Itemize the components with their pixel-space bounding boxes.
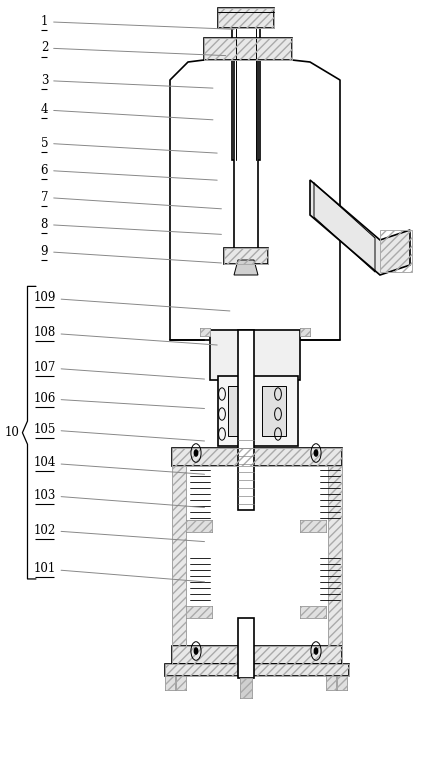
- Bar: [240, 678, 252, 698]
- Text: 3: 3: [41, 74, 213, 88]
- Bar: [218, 8, 274, 28]
- Bar: [186, 606, 212, 618]
- Bar: [228, 386, 252, 436]
- Bar: [172, 466, 186, 646]
- Bar: [172, 466, 186, 646]
- Bar: [224, 248, 268, 264]
- Text: 105: 105: [33, 423, 204, 441]
- Circle shape: [194, 450, 198, 456]
- Text: 7: 7: [41, 191, 221, 209]
- Bar: [300, 520, 326, 532]
- Bar: [326, 676, 336, 690]
- Bar: [300, 328, 310, 336]
- Bar: [200, 328, 210, 336]
- Circle shape: [194, 648, 198, 654]
- Bar: [238, 330, 254, 510]
- Bar: [328, 466, 342, 646]
- Text: 109: 109: [33, 292, 230, 311]
- Bar: [262, 386, 286, 436]
- Bar: [234, 60, 258, 260]
- Polygon shape: [234, 260, 258, 275]
- Bar: [186, 606, 212, 618]
- Bar: [300, 606, 326, 618]
- Text: 107: 107: [33, 361, 204, 379]
- Bar: [172, 448, 342, 466]
- Text: 8: 8: [41, 218, 221, 235]
- Bar: [328, 466, 342, 646]
- Text: 4: 4: [41, 104, 213, 120]
- Bar: [218, 376, 298, 446]
- Text: 10: 10: [4, 426, 19, 439]
- Text: 108: 108: [33, 327, 217, 345]
- Bar: [232, 28, 260, 160]
- Bar: [326, 676, 336, 690]
- Bar: [186, 520, 212, 532]
- Bar: [224, 248, 268, 264]
- Bar: [172, 448, 342, 466]
- Bar: [300, 328, 310, 336]
- Text: 103: 103: [33, 489, 204, 508]
- Circle shape: [314, 450, 318, 456]
- Bar: [186, 520, 212, 532]
- Text: 102: 102: [33, 524, 204, 542]
- Circle shape: [314, 648, 318, 654]
- Text: 5: 5: [41, 137, 217, 153]
- Text: 1: 1: [41, 15, 234, 29]
- Bar: [337, 676, 347, 690]
- Text: 101: 101: [33, 563, 204, 582]
- Text: 2: 2: [41, 42, 225, 56]
- Bar: [204, 38, 292, 60]
- Bar: [380, 230, 412, 272]
- Polygon shape: [310, 180, 410, 275]
- Bar: [172, 646, 342, 664]
- Bar: [240, 678, 252, 698]
- Bar: [300, 520, 326, 532]
- Bar: [176, 676, 186, 690]
- Bar: [172, 646, 342, 664]
- Bar: [300, 606, 326, 618]
- Bar: [200, 328, 210, 336]
- Text: 104: 104: [33, 457, 204, 474]
- Bar: [165, 664, 349, 676]
- Text: 9: 9: [41, 245, 221, 263]
- Bar: [337, 676, 347, 690]
- Text: 6: 6: [41, 164, 217, 180]
- Bar: [176, 676, 186, 690]
- Bar: [238, 618, 254, 678]
- Bar: [218, 8, 274, 28]
- Bar: [210, 330, 300, 380]
- Bar: [204, 38, 292, 60]
- Bar: [165, 676, 175, 690]
- Bar: [165, 676, 175, 690]
- Bar: [165, 664, 349, 676]
- Text: 106: 106: [33, 392, 204, 409]
